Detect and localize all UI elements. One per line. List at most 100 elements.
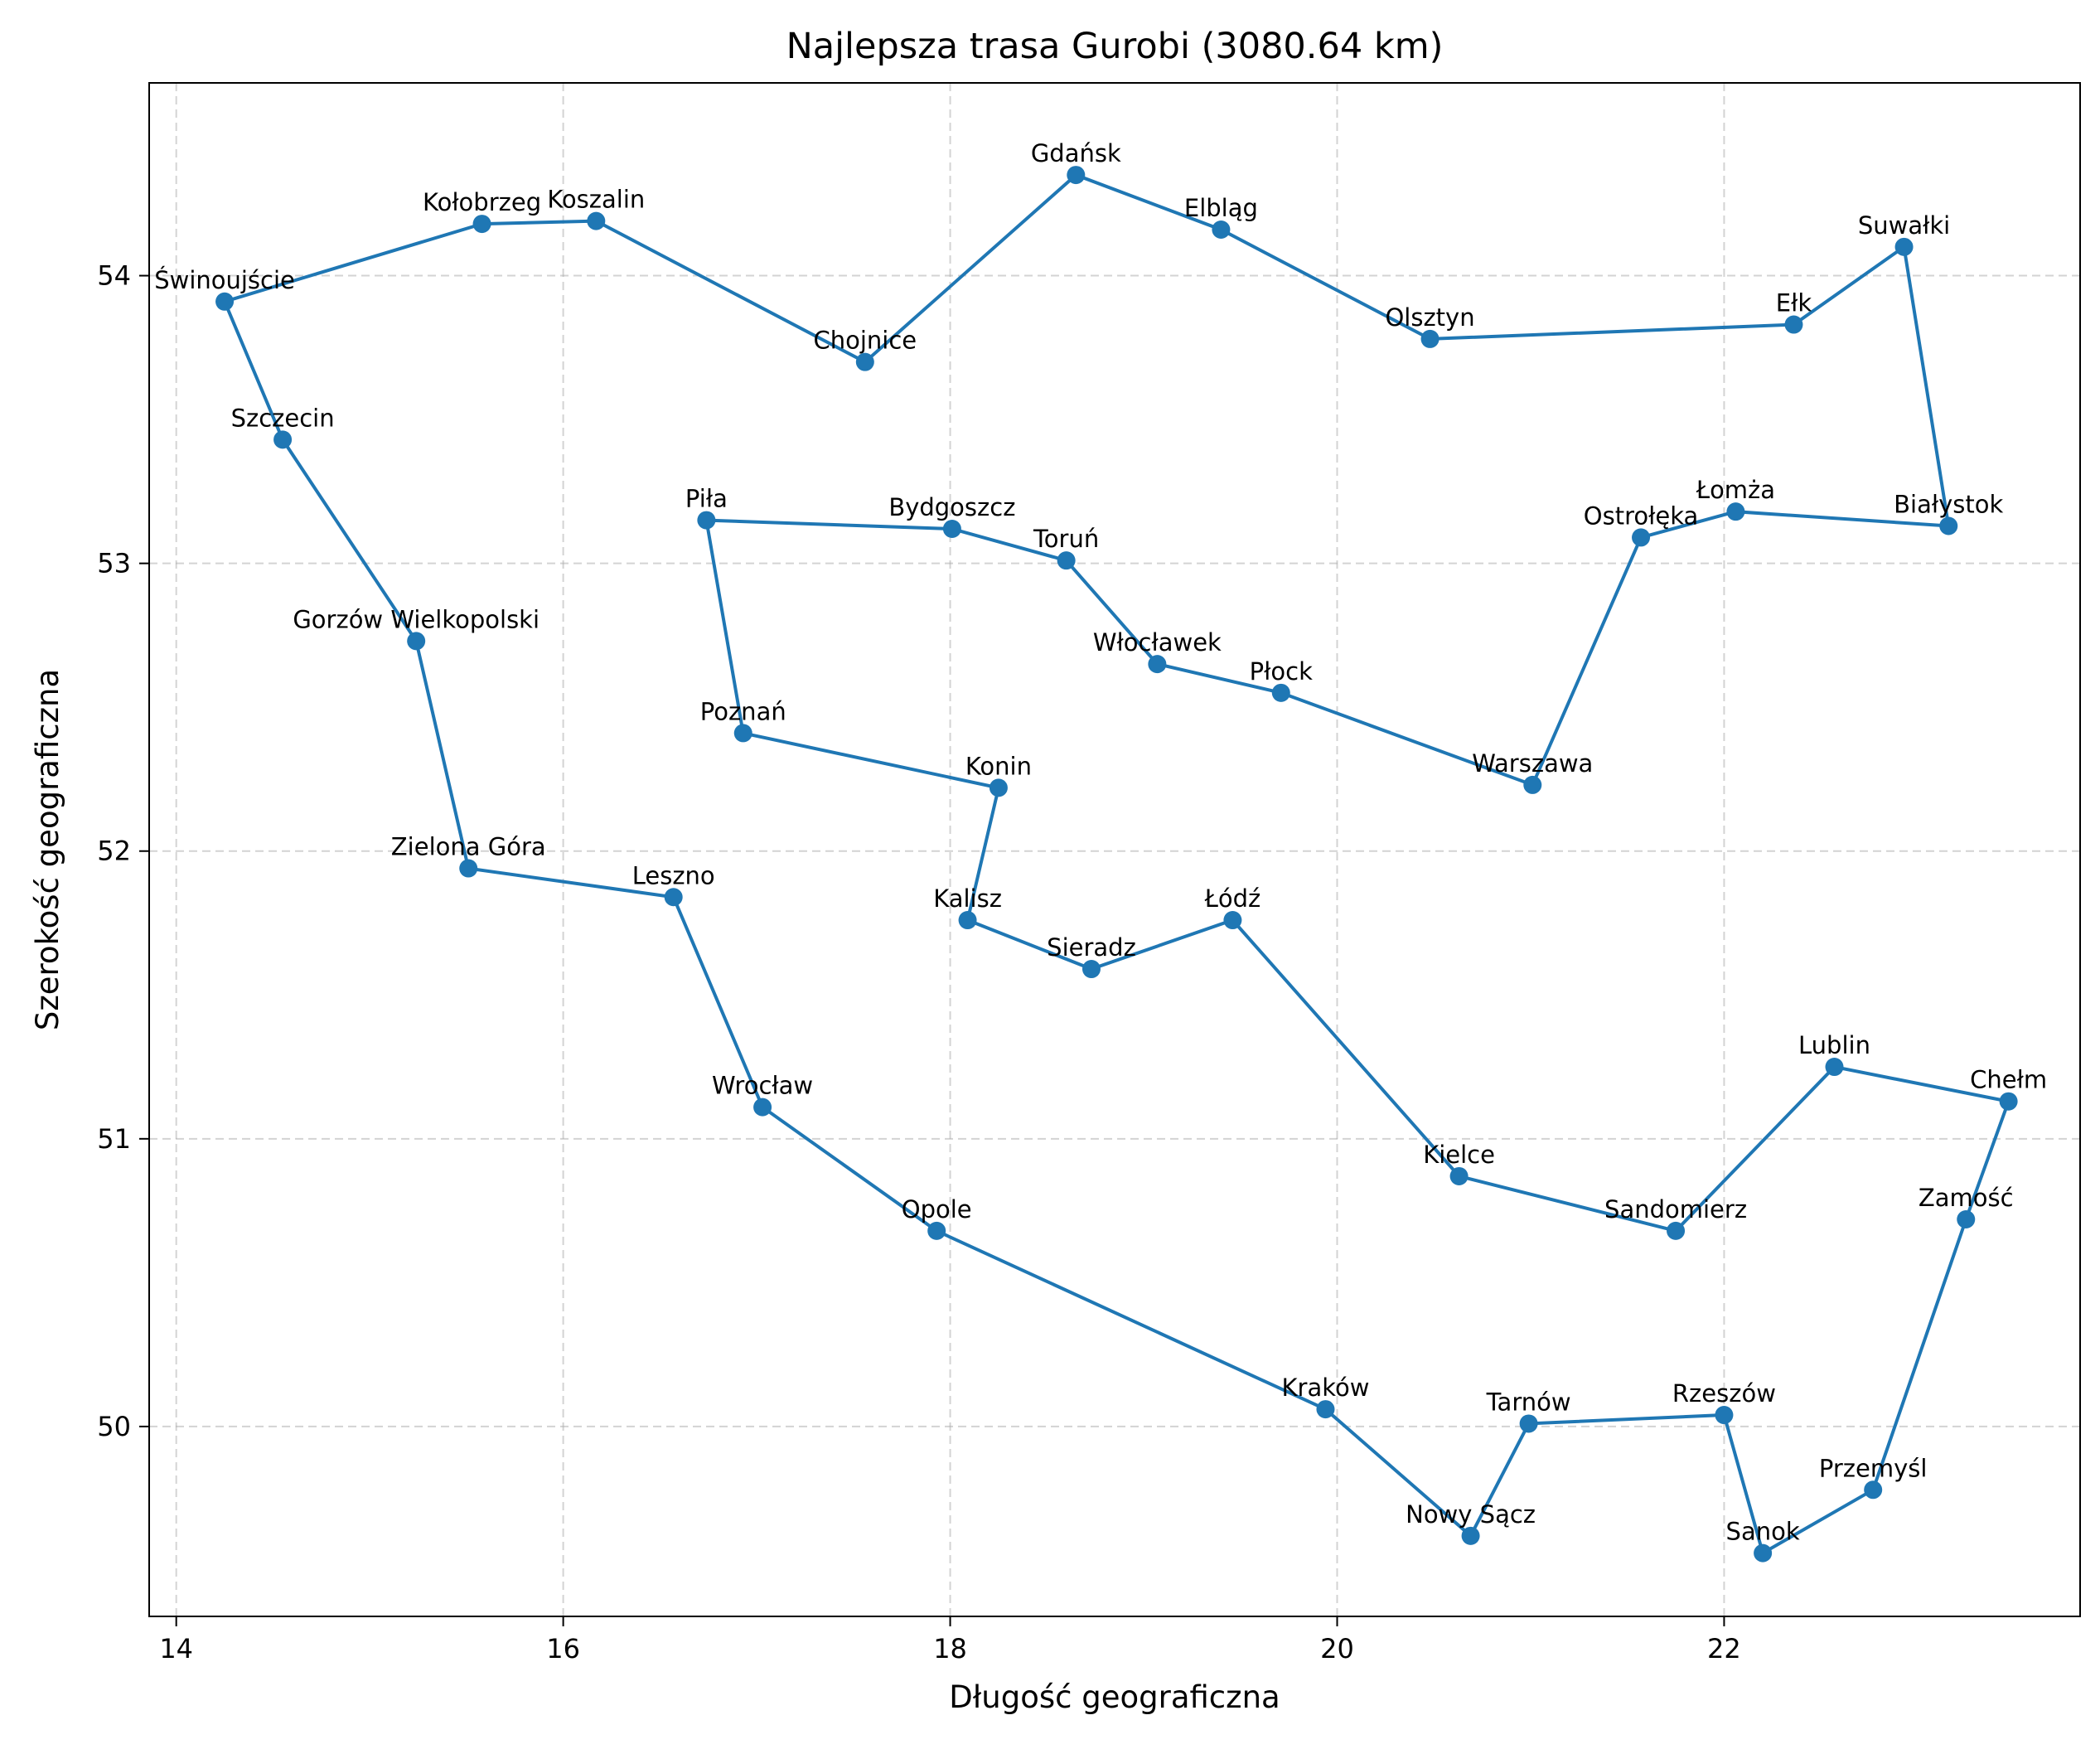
city-marker — [1825, 1058, 1844, 1077]
city-marker — [587, 211, 606, 230]
city-marker — [1999, 1092, 2018, 1111]
city-label: Lublin — [1798, 1031, 1870, 1059]
city-label: Łódź — [1204, 884, 1261, 913]
x-tick-label: 20 — [1320, 1633, 1354, 1664]
y-tick-label: 52 — [97, 836, 131, 867]
city-marker — [1523, 775, 1542, 794]
city-label: Piła — [685, 485, 728, 513]
city-label: Białystok — [1894, 491, 2003, 519]
city-marker — [1081, 960, 1101, 979]
city-marker — [459, 859, 478, 878]
x-tick-label: 16 — [546, 1633, 580, 1664]
x-tick-label: 22 — [1707, 1633, 1741, 1664]
city-label: Zamość — [1919, 1184, 2014, 1212]
city-marker — [1864, 1480, 1883, 1500]
city-label: Suwałki — [1858, 211, 1950, 240]
city-label: Tarnów — [1486, 1388, 1571, 1416]
city-marker — [472, 215, 491, 234]
city-label: Gdańsk — [1031, 139, 1121, 167]
city-label: Kalisz — [933, 884, 1002, 913]
city-label: Włocławek — [1093, 628, 1222, 657]
city-marker — [1754, 1543, 1773, 1563]
city-marker — [1223, 911, 1242, 930]
city-label: Toruń — [1033, 525, 1099, 553]
city-marker — [1461, 1526, 1480, 1545]
city-label: Nowy Sącz — [1406, 1500, 1536, 1529]
city-label: Opole — [902, 1195, 972, 1223]
y-tick-label: 50 — [97, 1411, 131, 1442]
city-marker — [1957, 1210, 1976, 1229]
city-label: Chełm — [1970, 1066, 2047, 1094]
city-label: Rzeszów — [1672, 1379, 1776, 1408]
city-marker — [855, 352, 874, 371]
city-marker — [753, 1097, 772, 1117]
city-marker — [1271, 683, 1290, 702]
city-label: Szczecin — [231, 404, 335, 432]
city-label: Ełk — [1776, 289, 1812, 317]
city-label: Płock — [1250, 657, 1313, 686]
y-axis-label: Szerokość geograficzna — [30, 669, 65, 1030]
city-marker — [1632, 528, 1651, 547]
grid-lines — [149, 83, 2080, 1616]
city-label: Sanok — [1726, 1518, 1800, 1546]
city-marker — [927, 1221, 946, 1240]
city-label: Sieradz — [1047, 933, 1136, 962]
city-label: Gorzów Wielkopolski — [293, 605, 540, 633]
city-marker — [1519, 1414, 1538, 1433]
city-marker — [1316, 1400, 1335, 1419]
city-marker — [407, 632, 426, 651]
city-label: Chojnice — [813, 327, 917, 355]
chart-title: Najlepsza trasa Gurobi (3080.64 km) — [786, 26, 1444, 67]
city-label: Kraków — [1282, 1374, 1370, 1402]
city-label: Łomża — [1696, 476, 1775, 504]
city-marker — [1212, 220, 1231, 240]
city-marker — [1784, 315, 1803, 334]
city-marker — [1939, 516, 1958, 535]
city-marker — [1067, 166, 1086, 185]
city-label: Ostrołęka — [1584, 501, 1698, 530]
city-marker — [1449, 1166, 1469, 1185]
city-labels: Świnoujście Kołobrzeg Koszalin Chojnice Gdań… — [154, 139, 2047, 1546]
city-label: Koszalin — [547, 186, 645, 214]
city-label: Świnoujście — [154, 266, 295, 294]
y-tick-label: 53 — [97, 548, 131, 579]
city-label: Olsztyn — [1385, 303, 1474, 332]
city-marker — [1726, 502, 1745, 521]
plot-frame — [148, 82, 2081, 1617]
y-tick-label: 51 — [97, 1123, 131, 1155]
city-label: Konin — [965, 752, 1032, 780]
city-label: Przemyśl — [1819, 1454, 1928, 1482]
city-marker — [733, 724, 752, 743]
city-marker — [958, 911, 977, 930]
city-marker — [1057, 551, 1076, 570]
x-axis-label: Długość geograficzna — [949, 1679, 1280, 1715]
city-label: Poznań — [700, 697, 786, 725]
x-tick-label: 18 — [933, 1633, 967, 1664]
city-label: Zielona Góra — [391, 833, 546, 861]
city-marker — [1667, 1221, 1686, 1240]
city-label: Bydgoszcz — [888, 493, 1015, 521]
city-marker — [273, 430, 293, 449]
y-tick-label: 54 — [97, 260, 131, 292]
city-marker — [942, 519, 961, 538]
x-tick-label: 14 — [159, 1633, 193, 1664]
city-marker — [1894, 237, 1914, 256]
city-marker — [1148, 655, 1167, 674]
city-label: Kołobrzeg — [423, 188, 541, 216]
city-label: Wrocław — [712, 1072, 813, 1100]
axis-ticks: 14 16 18 20 22 50 51 52 53 54 — [97, 260, 1740, 1664]
city-label: Elbląg — [1184, 194, 1258, 222]
city-marker — [215, 292, 235, 311]
city-marker — [989, 778, 1008, 797]
city-marker — [664, 888, 683, 907]
city-markers — [215, 166, 2018, 1563]
city-marker — [697, 511, 716, 530]
city-label: Warszawa — [1472, 749, 1593, 778]
city-label: Kielce — [1423, 1141, 1495, 1169]
city-marker — [1420, 329, 1440, 348]
city-marker — [1715, 1406, 1734, 1425]
city-label: Sandomierz — [1604, 1195, 1747, 1223]
